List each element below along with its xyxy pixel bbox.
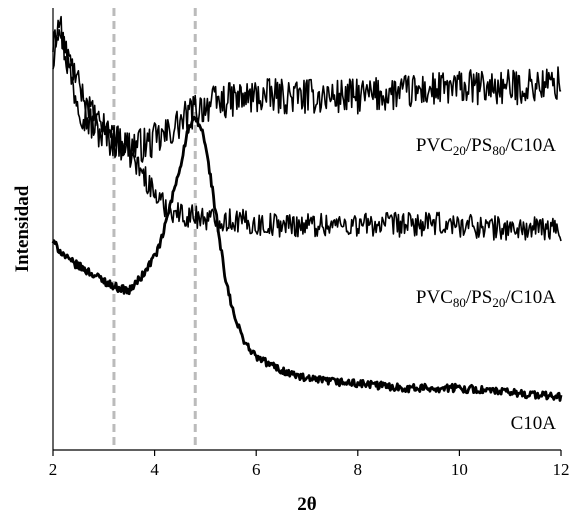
x-axis-ticks: 2 4 6 8 10 12: [49, 450, 570, 479]
series-label-2: PVC80/PS20/C10A: [416, 287, 556, 310]
series-line-1: [52, 15, 562, 163]
series-line-3: [51, 115, 563, 402]
series-lines: [51, 15, 563, 402]
x-axis-title: 2θ: [297, 494, 317, 515]
series-labels: PVC20/PS80/C10A PVC80/PS20/C10A C10A: [416, 135, 556, 434]
x-tick-label: 12: [553, 460, 570, 479]
x-tick-label: 10: [451, 460, 468, 479]
series-label-3: C10A: [511, 413, 557, 434]
x-tick-label: 4: [150, 460, 159, 479]
x-tick-label: 6: [252, 460, 261, 479]
reference-lines: [112, 8, 197, 450]
x-tick-label: 8: [354, 460, 363, 479]
y-axis-title: Intensidad: [12, 185, 33, 272]
series-line-2: [52, 29, 562, 242]
series-label-1: PVC20/PS80/C10A: [416, 135, 556, 158]
x-tick-label: 2: [49, 460, 58, 479]
